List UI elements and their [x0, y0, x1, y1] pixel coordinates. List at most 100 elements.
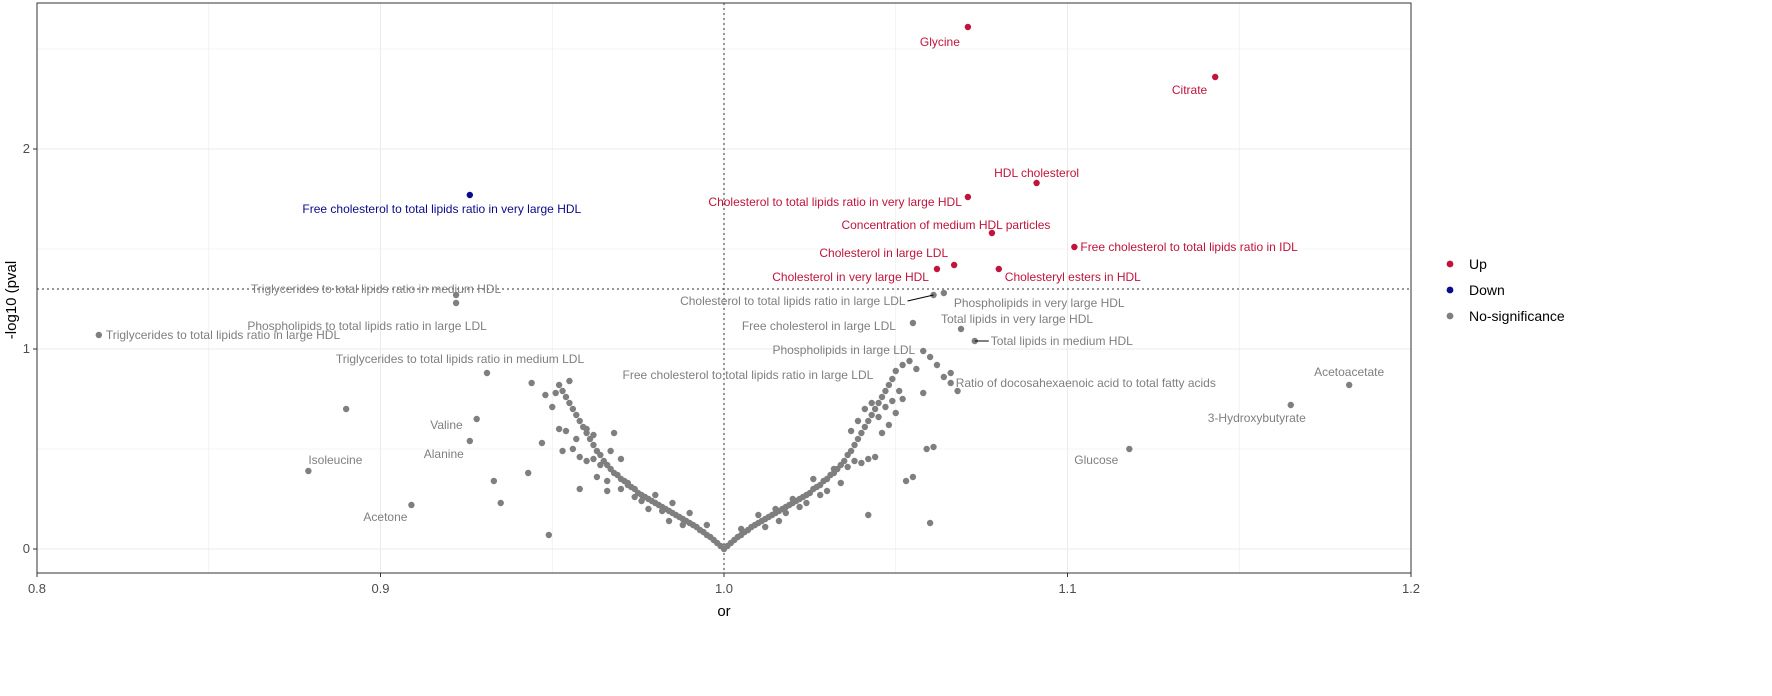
data-point: [617, 455, 625, 463]
point-label: Isoleucine: [308, 453, 362, 467]
data-point: [875, 413, 882, 421]
leader-line: [907, 294, 934, 302]
data-point: [562, 393, 570, 401]
point-labels: Glycine Citrate HDL cholesterol Cholesterol…: [106, 35, 1385, 524]
data-point: [957, 325, 965, 333]
data-point: [926, 519, 934, 527]
data-point: [610, 429, 618, 437]
data-point: [569, 445, 577, 453]
data-point: [559, 387, 566, 395]
data-point: [810, 475, 817, 483]
legend-label: Down: [1469, 282, 1505, 298]
data-point: [854, 417, 862, 425]
legend: Up Down No-significance: [1446, 256, 1565, 324]
data-point: [576, 485, 583, 493]
legend-label: No-significance: [1469, 308, 1565, 324]
point-label: Cholesterol in large LDL: [819, 246, 948, 260]
data-point: [562, 427, 570, 435]
data-point: [669, 499, 676, 507]
data-point: [882, 387, 889, 395]
point-label: Phospholipids in large LDL: [772, 343, 915, 357]
data-point: [933, 265, 941, 273]
data-point: [895, 387, 903, 395]
data-point: [851, 441, 858, 449]
data-point: [624, 479, 632, 487]
data-point: [871, 453, 879, 461]
data-point: [737, 525, 745, 533]
data-point: [555, 425, 563, 433]
data-point: [964, 193, 972, 201]
data-point: [930, 443, 937, 451]
data-point: [913, 365, 920, 373]
data-point: [762, 523, 769, 531]
data-point: [861, 405, 869, 413]
point-label: Free cholesterol in large LDL: [742, 319, 896, 333]
data-point: [545, 531, 553, 539]
data-point: [902, 477, 910, 485]
data-point: [889, 375, 896, 383]
data-point: [947, 379, 954, 387]
data-point: [878, 393, 886, 401]
data-point: [803, 499, 810, 507]
legend-key: [1446, 260, 1454, 268]
point-label: Total lipids in medium HDL: [991, 334, 1133, 348]
data-point: [844, 463, 851, 471]
data-point: [847, 447, 855, 455]
axes: 0.8 0.9 1.0 1.1 1.2 0 1 2: [23, 141, 1420, 596]
data-point: [882, 403, 889, 411]
data-point: [947, 369, 954, 377]
point-label: Free cholesterol to total lipids ratio i…: [623, 368, 874, 382]
data-point: [775, 517, 783, 525]
y-tick-label: 0: [23, 541, 30, 556]
x-tick-label: 1.1: [1058, 581, 1076, 596]
point-label: Cholesterol to total lipids ratio in ver…: [708, 195, 962, 209]
y-axis-title: -log10 (pval: [3, 261, 20, 339]
data-point: [851, 457, 858, 465]
data-point: [885, 381, 893, 389]
y-tick-label: 2: [23, 141, 30, 156]
data-point: [920, 347, 927, 355]
data-point: [816, 491, 824, 499]
data-point: [909, 319, 917, 327]
data-point: [796, 503, 803, 511]
data-point: [590, 455, 597, 463]
data-point: [95, 331, 103, 339]
point-label: Glycine: [920, 35, 960, 49]
data-point: [854, 435, 862, 443]
data-point: [573, 411, 580, 419]
x-tick-label: 1.0: [715, 581, 733, 596]
data-point: [858, 429, 865, 437]
data-point: [604, 487, 611, 495]
point-label: Free cholesterol to total lipids ratio i…: [302, 202, 581, 216]
data-point: [559, 447, 566, 455]
data-point: [658, 507, 666, 515]
legend-label: Up: [1469, 256, 1487, 272]
data-point: [899, 361, 906, 369]
data-point: [823, 487, 831, 495]
data-point: [950, 261, 958, 269]
data-point: [954, 387, 961, 395]
data-point: [638, 497, 645, 505]
data-point: [865, 511, 872, 519]
data-point: [452, 299, 460, 307]
x-tick-label: 0.8: [28, 581, 46, 596]
data-point: [1033, 179, 1040, 187]
data-point: [909, 473, 917, 481]
data-point: [885, 421, 893, 429]
data-point: [940, 373, 948, 381]
data-point: [703, 521, 711, 529]
data-point: [597, 461, 604, 469]
legend-key: [1446, 286, 1454, 294]
point-label: Triglycerides to total lipids ratio in l…: [106, 328, 341, 342]
data-point: [865, 417, 872, 425]
data-point: [590, 431, 597, 439]
point-label: Phospholipids in very large HDL: [954, 296, 1125, 310]
data-point: [566, 377, 573, 385]
legend-key: [1446, 312, 1454, 320]
point-label: Ratio of docosahexaenoic acid to total f…: [956, 376, 1216, 390]
data-point: [466, 437, 474, 445]
point-label: Total lipids in very large HDL: [941, 312, 1093, 326]
data-point: [1345, 381, 1353, 389]
data-point: [686, 509, 693, 517]
